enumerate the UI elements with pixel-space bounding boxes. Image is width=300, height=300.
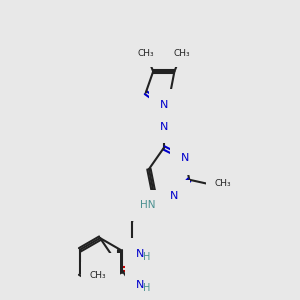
Text: H: H — [142, 283, 150, 293]
Text: O: O — [100, 264, 109, 274]
Text: N: N — [160, 100, 168, 110]
Text: N: N — [170, 190, 178, 201]
Text: CH₃: CH₃ — [137, 49, 154, 58]
Text: CH₃: CH₃ — [173, 49, 190, 58]
Text: N: N — [136, 249, 145, 259]
Text: CH₃: CH₃ — [215, 179, 231, 188]
Text: N: N — [136, 280, 145, 290]
Text: H: H — [142, 252, 150, 262]
Text: CH₃: CH₃ — [90, 271, 106, 280]
Text: N: N — [181, 154, 189, 164]
Text: N: N — [160, 122, 168, 132]
Text: HN: HN — [140, 200, 156, 210]
